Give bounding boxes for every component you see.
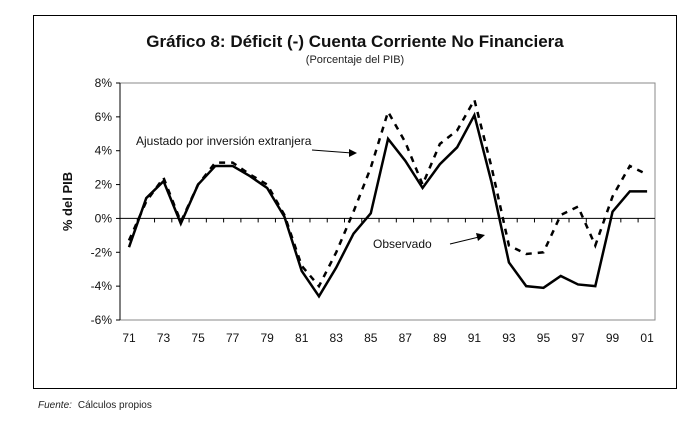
- annotation-arrow-ajustado: [311, 149, 353, 154]
- x-tick-label: 73: [157, 331, 171, 345]
- y-tick-label: -4%: [91, 279, 113, 293]
- arrow-head-icon: [476, 233, 485, 241]
- series-line-observado: [127, 111, 648, 299]
- annotation-arrow-observado: [449, 236, 480, 245]
- x-tick-label: 77: [226, 331, 240, 345]
- y-tick-label: 8%: [95, 76, 113, 90]
- x-tick-label: 85: [364, 331, 378, 345]
- x-tick-label: 71: [122, 331, 136, 345]
- y-tick-label: 2%: [95, 178, 113, 192]
- y-tick-label: -2%: [91, 245, 113, 259]
- y-tick-label: 0%: [95, 211, 113, 225]
- x-tick-label: 89: [433, 331, 447, 345]
- series-line-ajustado: [127, 96, 648, 289]
- x-tick-label: 91: [468, 331, 482, 345]
- x-tick-label: 81: [295, 331, 309, 345]
- y-tick-label: -6%: [91, 313, 113, 327]
- source-label: Fuente:: [38, 400, 72, 411]
- plot-area: [119, 82, 656, 321]
- annotation-ajustado: Ajustado por inversión extranjera: [136, 134, 312, 148]
- x-tick-label: 95: [537, 331, 551, 345]
- y-tick-label: 6%: [95, 110, 113, 124]
- annotation-observado: Observado: [373, 237, 432, 251]
- x-tick-label: 97: [571, 331, 585, 345]
- arrow-head-icon: [349, 149, 357, 157]
- x-tick-label: 79: [260, 331, 274, 345]
- x-tick-label: 75: [191, 331, 205, 345]
- y-tick-label: 4%: [95, 144, 113, 158]
- chart-subtitle: (Porcentaje del PIB): [305, 54, 405, 66]
- chart-title: Gráfico 8: Déficit (-) Cuenta Corriente …: [146, 32, 564, 51]
- y-axis-label: % del PIB: [60, 172, 75, 231]
- source-text: Cálculos propios: [77, 400, 152, 411]
- chart-frame: [33, 15, 677, 389]
- x-tick-label: 01: [640, 331, 654, 345]
- x-tick-label: 87: [399, 331, 413, 345]
- x-tick-label: 83: [330, 331, 344, 345]
- source-note: Fuente: Cálculos propios: [38, 400, 152, 411]
- x-tick-label: 93: [502, 331, 516, 345]
- x-tick-label: 99: [606, 331, 620, 345]
